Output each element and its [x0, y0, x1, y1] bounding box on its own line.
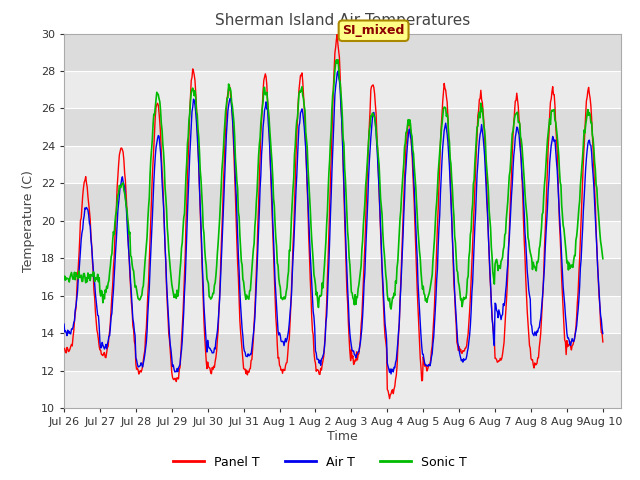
- Bar: [64, 333, 621, 371]
- Bar: [64, 296, 621, 333]
- Bar: [64, 221, 621, 258]
- Title: Sherman Island Air Temperatures: Sherman Island Air Temperatures: [215, 13, 470, 28]
- Bar: [64, 34, 621, 71]
- Bar: [64, 371, 621, 408]
- Bar: [64, 258, 621, 296]
- Bar: [64, 71, 621, 108]
- Bar: [64, 108, 621, 146]
- Y-axis label: Temperature (C): Temperature (C): [22, 170, 35, 272]
- X-axis label: Time: Time: [327, 430, 358, 443]
- Legend: Panel T, Air T, Sonic T: Panel T, Air T, Sonic T: [168, 451, 472, 474]
- Text: SI_mixed: SI_mixed: [342, 24, 404, 37]
- Bar: [64, 183, 621, 221]
- Bar: [64, 146, 621, 183]
